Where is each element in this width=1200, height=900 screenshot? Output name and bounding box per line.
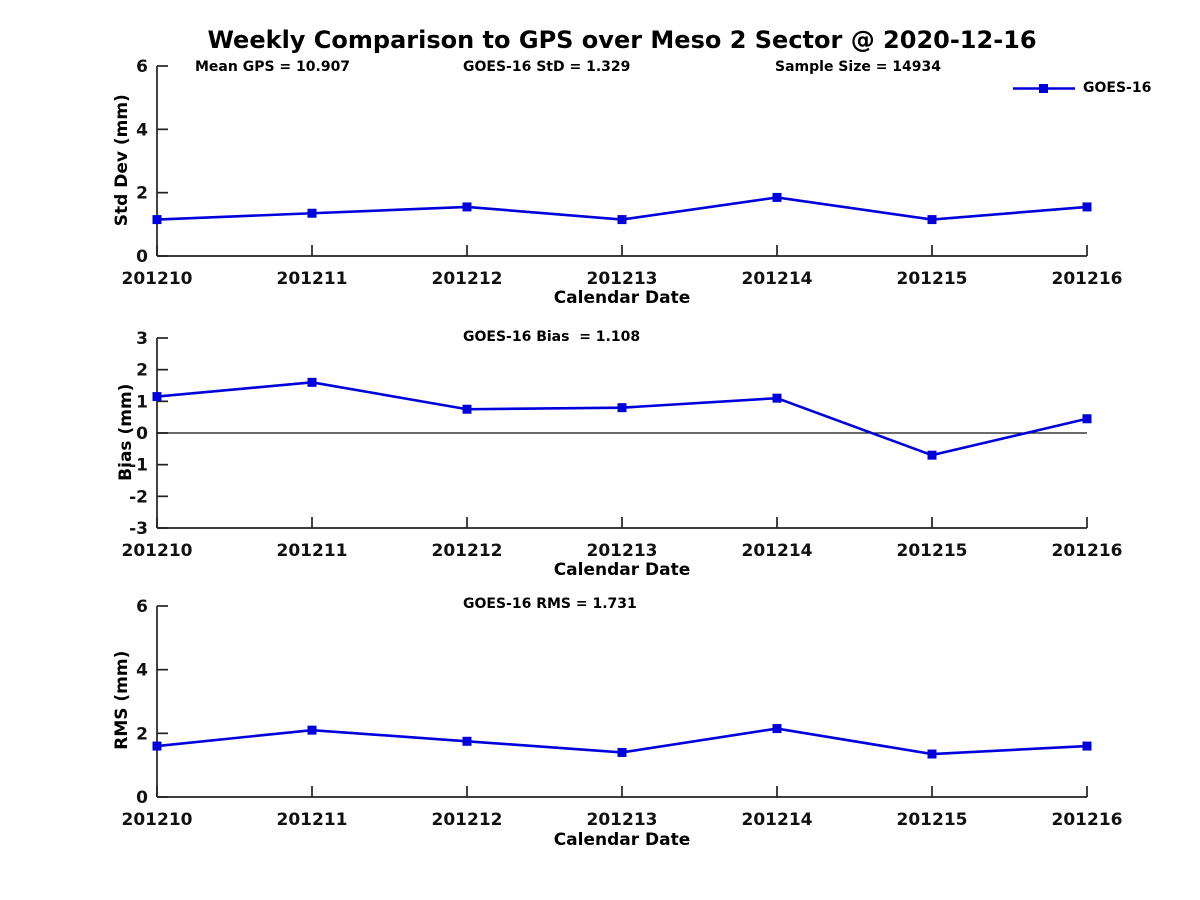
x-tick-label: 201211 [277,810,348,830]
goes-16-marker [617,403,627,413]
x-tick-label: 201214 [742,269,813,289]
goes-16-marker [927,215,937,225]
y-tick-label: 2 [136,361,148,381]
y-tick-label: 6 [136,57,148,77]
y-tick-label: 2 [136,724,148,744]
y-tick-label: 1 [136,392,148,412]
annotation-mean-gps: Mean GPS = 10.907 [195,59,351,75]
goes-16-marker [152,215,162,225]
y-tick-label: -1 [129,456,148,476]
x-tick-label: 201210 [122,541,193,561]
goes-16-marker [772,724,782,734]
goes-16-marker [927,450,937,460]
subplot-3: 0 2 4 6 201210 201211 201212 201213 201214 201215… [122,597,1123,830]
goes-16-marker [1082,414,1092,424]
x-tick-label: 201214 [742,541,813,561]
goes-16-marker [462,404,472,414]
legend-marker [1039,83,1048,93]
annotation-sample-size: Sample Size = 14934 [775,59,942,75]
y-tick-label: 4 [136,661,148,681]
goes-16-marker [1082,202,1092,212]
goes-16-marker [772,393,782,403]
x-tick-label: 201215 [897,810,968,830]
subplot-2: -3 -2 -1 0 1 2 3 201210 201211 201212 201213 201214… [122,329,1123,561]
rms-subplot-title: GOES-16 RMS = 1.731 [463,596,637,612]
x-tick-label: 201213 [587,541,658,561]
x-tick-label: 201216 [1052,541,1123,561]
goes-16-marker [152,392,162,402]
x-tick-label: 201214 [742,810,813,830]
annotation-goes16-std: GOES-16 StD = 1.329 [463,59,631,75]
y-tick-label: 2 [136,184,148,204]
x-tick-label: 201212 [432,810,503,830]
stddev-x-axis-label: Calendar Date [553,288,691,308]
goes-16-marker [772,192,782,202]
legend: GOES-16 [1013,80,1151,96]
legend-line-sample [1013,83,1075,93]
x-tick-label: 201215 [897,541,968,561]
goes-16-marker [617,215,627,225]
goes-16-marker [927,749,937,759]
y-tick-label: 4 [136,120,148,140]
x-tick-label: 201213 [587,269,658,289]
goes-16-marker [307,208,317,218]
goes-16-marker [1082,741,1092,751]
y-tick-label: 6 [136,597,148,617]
x-tick-label: 201212 [432,541,503,561]
goes-16-line [156,381,1088,457]
rms-x-axis-label: Calendar Date [553,830,691,850]
subplot-1: 0 2 4 6 201210 201211 201212 201213 201214 201215… [122,57,1123,289]
x-tick-label: 201210 [122,810,193,830]
y-tick-label: -2 [129,487,148,507]
figure-title: Weekly Comparison to GPS over Meso 2 Sec… [207,26,1037,54]
bias-x-axis-label: Calendar Date [553,560,691,580]
y-tick-label: 0 [136,424,148,444]
goes-16-marker [617,747,627,757]
x-tick-label: 201211 [277,269,348,289]
y-tick-label: 3 [136,329,148,349]
goes-16-marker [152,741,162,751]
y-tick-label: -3 [129,519,148,539]
x-tick-label: 201216 [1052,810,1123,830]
x-tick-label: 201212 [432,269,503,289]
x-tick-label: 201213 [587,810,658,830]
legend-label: GOES-16 [1083,80,1152,96]
y-tick-label: 0 [136,788,148,808]
x-tick-label: 201210 [122,269,193,289]
goes-16-marker [462,736,472,746]
goes-16-marker [462,202,472,212]
x-tick-label: 201211 [277,541,348,561]
x-tick-label: 201216 [1052,269,1123,289]
bias-subplot-title: GOES-16 Bias = 1.108 [463,329,641,345]
goes-16-marker [307,725,317,735]
goes-16-marker [307,377,317,387]
x-tick-label: 201215 [897,269,968,289]
y-tick-label: 0 [136,247,148,267]
